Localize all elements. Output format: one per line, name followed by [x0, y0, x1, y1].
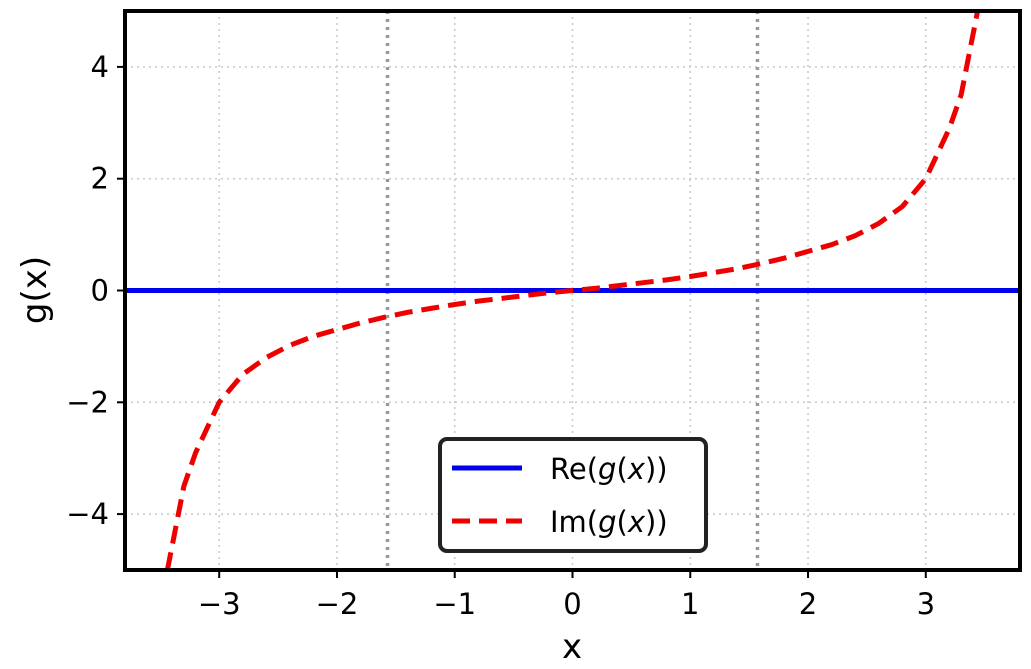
- ticks: −3 −2 −1 0 1 2 3 −4 −2 0 2 4: [66, 50, 935, 621]
- x-tick-label-3: 0: [563, 587, 581, 621]
- x-tick-label-2: −1: [433, 587, 476, 621]
- legend: Re(g(x)) Im(g(x)): [438, 437, 708, 553]
- series-layer: [125, 11, 1020, 570]
- y-tick-label-1: −2: [66, 385, 109, 419]
- reference-lines: [385, 11, 760, 570]
- x-tick-label-0: −3: [198, 587, 241, 621]
- y-axis-label: g(x): [15, 256, 55, 324]
- y-tick-label-4: 4: [91, 50, 109, 84]
- x-tick-label-5: 2: [799, 587, 817, 621]
- series-line-1: [164, 11, 981, 570]
- x-tick-label-4: 1: [681, 587, 699, 621]
- y-tick-label-0: −4: [66, 497, 109, 531]
- x-tick-label-6: 3: [917, 587, 935, 621]
- legend-label-im: Im(g(x)): [550, 505, 668, 539]
- y-tick-label-2: 0: [91, 274, 109, 308]
- legend-label-re: Re(g(x)): [550, 452, 668, 486]
- x-axis-label: x: [562, 627, 582, 667]
- x-tick-label-1: −2: [316, 587, 359, 621]
- y-tick-label-3: 2: [91, 162, 109, 196]
